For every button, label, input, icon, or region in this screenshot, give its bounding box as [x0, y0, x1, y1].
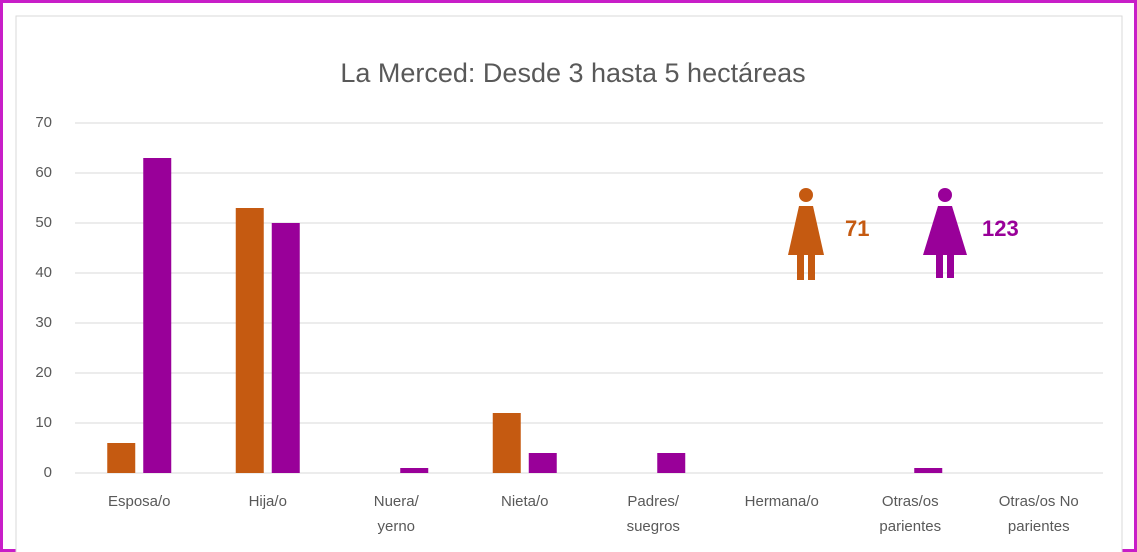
x-tick-label: Nuera/: [374, 493, 420, 510]
bar: [271, 223, 300, 473]
total-label: 123: [982, 216, 1019, 241]
x-tick-label: parientes: [879, 518, 941, 535]
person-icon: [936, 254, 943, 278]
person-icon: [799, 188, 813, 202]
x-tick-label: Esposa/o: [108, 493, 171, 510]
y-tick-label: 10: [35, 414, 52, 431]
bar: [107, 443, 136, 473]
person-icon: [938, 188, 952, 202]
bar: [657, 453, 686, 473]
bar: [400, 468, 429, 473]
person-icon: [923, 206, 967, 255]
x-tick-label: suegros: [627, 518, 680, 535]
y-tick-label: 30: [35, 314, 52, 331]
person-icon: [808, 254, 815, 280]
x-tick-label: Nieta/o: [501, 493, 549, 510]
y-tick-label: 0: [44, 464, 52, 481]
person-icon: [797, 254, 804, 280]
y-tick-label: 20: [35, 364, 52, 381]
person-icon: [788, 206, 824, 255]
bar: [528, 453, 557, 473]
bar: [235, 208, 264, 473]
chart-area: [15, 15, 1123, 552]
x-tick-label: yerno: [377, 518, 415, 535]
bar: [143, 158, 172, 473]
x-tick-label: Otras/os No: [999, 493, 1079, 510]
bar: [492, 413, 521, 473]
total-label: 71: [845, 216, 869, 241]
y-tick-label: 50: [35, 214, 52, 231]
y-tick-label: 60: [35, 164, 52, 181]
x-tick-label: Otras/os: [882, 493, 939, 510]
y-tick-label: 70: [35, 114, 52, 131]
x-tick-label: Padres/: [627, 493, 680, 510]
x-tick-label: Hija/o: [249, 493, 287, 510]
bar: [914, 468, 943, 473]
x-tick-label: Hermana/o: [745, 493, 819, 510]
x-tick-label: parientes: [1008, 518, 1070, 535]
person-icon: [947, 254, 954, 278]
chart-title: La Merced: Desde 3 hasta 5 hectáreas: [340, 58, 805, 88]
y-tick-label: 40: [35, 264, 52, 281]
